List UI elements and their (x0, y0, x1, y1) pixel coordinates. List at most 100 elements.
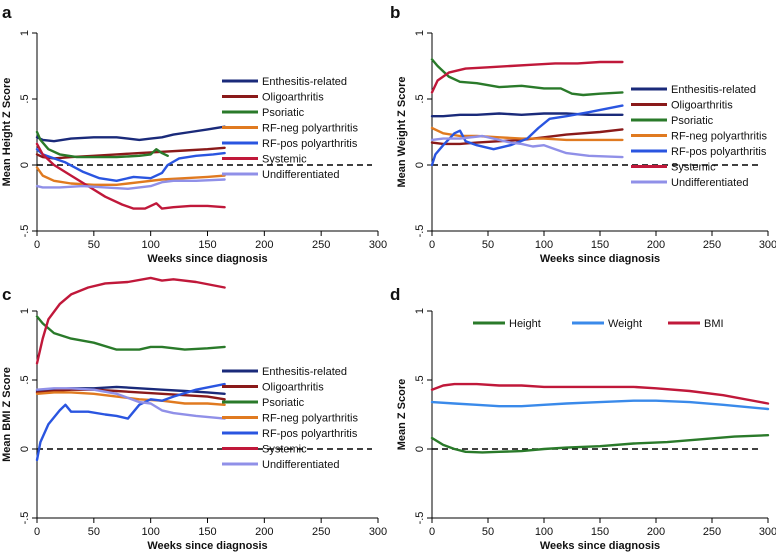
legend: Enthesitis-related Oligoarthritis Psoriati… (222, 76, 358, 181)
series-line-psoriatic (430, 58, 624, 97)
x-tick-label: 100 (141, 526, 159, 538)
y-axis-title: Mean BMI Z Score (1, 367, 13, 462)
y-tick-label: 1 (19, 308, 31, 314)
legend-label: Undifferentiated (262, 459, 339, 471)
x-tick-label: 0 (429, 239, 435, 251)
series-line-undifferentiated (35, 387, 226, 420)
series-line-oligoarthritis (35, 388, 226, 401)
x-tick-label: 300 (759, 526, 776, 538)
y-tick-label: 1 (19, 30, 31, 36)
y-tick-label: -.5 (19, 225, 31, 238)
x-tick-label: 0 (34, 239, 40, 251)
x-tick-label: 150 (198, 526, 216, 538)
series-line-height (430, 434, 770, 454)
x-tick-label: 0 (429, 526, 435, 538)
x-axis-title: Weeks since diagnosis (540, 540, 660, 552)
legend: Enthesitis-related Oligoarthritis Psoriati… (222, 366, 358, 471)
x-axis-title: Weeks since diagnosis (540, 253, 660, 265)
x-tick-label: 50 (88, 526, 100, 538)
legend-label: Systemic (262, 154, 307, 166)
series-line-oligoarthritis (430, 128, 624, 146)
legend-label: Weight (608, 318, 642, 330)
x-tick-label: 50 (482, 526, 494, 538)
x-tick-label: 250 (312, 239, 330, 251)
legend: Height Weight BMI (473, 318, 724, 330)
y-tick-label: .5 (19, 375, 31, 384)
series-line-undifferentiated (35, 178, 226, 191)
legend-label: RF-pos polyarthritis (262, 138, 358, 150)
legend-label: Psoriatic (262, 107, 305, 119)
x-tick-label: 100 (141, 239, 159, 251)
legend-label: RF-neg polyarthritis (262, 413, 358, 425)
x-tick-label: 300 (369, 239, 387, 251)
legend-label: Oligoarthritis (671, 100, 733, 112)
x-tick-label: 50 (482, 239, 494, 251)
legend-label: Oligoarthritis (262, 382, 324, 394)
y-tick-label: -.5 (19, 512, 31, 525)
x-tick-label: 50 (88, 239, 100, 251)
legend-label: Height (509, 318, 541, 330)
legend-label: Psoriatic (671, 115, 714, 127)
x-tick-label: 250 (703, 526, 721, 538)
x-tick-label: 0 (34, 526, 40, 538)
legend-label: Enthesitis-related (671, 84, 756, 96)
y-tick-label: 0 (414, 162, 426, 168)
x-tick-label: 100 (535, 239, 553, 251)
y-tick-label: -.5 (414, 225, 426, 238)
series-line-rf-pos-polyarthritis (35, 147, 226, 183)
y-axis-title: Mean Weight Z Score (396, 76, 408, 187)
y-tick-label: 1 (414, 30, 426, 36)
legend-label: Undifferentiated (262, 169, 339, 181)
series-line-enthesitis-related (35, 125, 226, 143)
series-line-bmi (430, 382, 770, 405)
legend-label: Enthesitis-related (262, 76, 347, 88)
series-line-rf-pos-polyarthritis (35, 382, 226, 462)
legend-label: BMI (704, 318, 724, 330)
x-tick-label: 300 (369, 526, 387, 538)
y-tick-label: .5 (414, 375, 426, 384)
legend-label: RF-neg polyarthritis (262, 123, 358, 135)
legend-label: RF-neg polyarthritis (671, 131, 767, 143)
series-line-psoriatic (35, 130, 169, 159)
panel-label: b (390, 3, 400, 22)
x-tick-label: 150 (198, 239, 216, 251)
x-axis-title: Weeks since diagnosis (147, 253, 267, 265)
y-axis-title: Mean Z Score (396, 379, 408, 451)
legend-label: Systemic (262, 444, 307, 456)
legend-label: Oligoarthritis (262, 92, 324, 104)
series-line-systemic (430, 60, 624, 94)
legend-label: Undifferentiated (671, 177, 748, 189)
x-tick-label: 250 (312, 526, 330, 538)
legend-label: Enthesitis-related (262, 366, 347, 378)
y-tick-label: 0 (19, 446, 31, 452)
series-line-psoriatic (35, 315, 226, 351)
y-tick-label: 0 (414, 446, 426, 452)
y-tick-label: .5 (414, 94, 426, 103)
series-line-systemic (35, 142, 226, 210)
legend-label: Systemic (671, 162, 716, 174)
panel-label: c (2, 285, 11, 304)
x-axis-title: Weeks since diagnosis (147, 540, 267, 552)
x-tick-label: 150 (591, 239, 609, 251)
series-line-rf-neg-polyarthritis (35, 166, 226, 187)
x-tick-label: 200 (255, 239, 273, 251)
x-tick-label: 300 (759, 239, 776, 251)
x-tick-label: 250 (703, 239, 721, 251)
legend-label: Psoriatic (262, 397, 305, 409)
series-line-systemic (35, 276, 226, 365)
legend-label: RF-pos polyarthritis (262, 428, 358, 440)
legend-label: RF-pos polyarthritis (671, 146, 767, 158)
x-tick-label: 200 (647, 526, 665, 538)
y-tick-label: -.5 (414, 512, 426, 525)
x-tick-label: 200 (647, 239, 665, 251)
y-tick-label: 0 (19, 162, 31, 168)
x-tick-label: 100 (535, 526, 553, 538)
panel-label: a (2, 3, 12, 22)
x-tick-label: 150 (591, 526, 609, 538)
y-tick-label: 1 (414, 308, 426, 314)
